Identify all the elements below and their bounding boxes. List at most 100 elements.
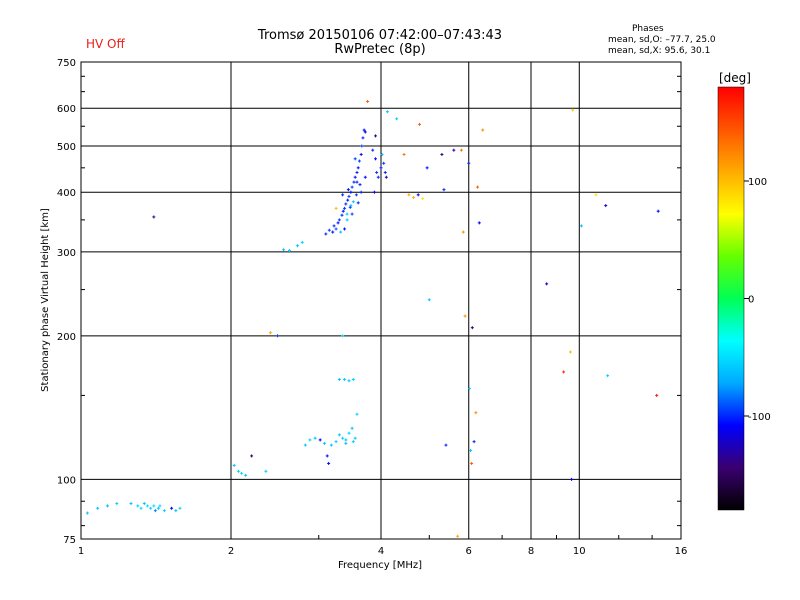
data-point <box>570 477 574 481</box>
data-point <box>264 469 268 473</box>
data-point <box>337 433 341 437</box>
x-tick-label: 2 <box>228 546 234 557</box>
data-point <box>327 461 331 465</box>
y-tick-label: 200 <box>57 332 76 343</box>
data-point <box>340 213 344 217</box>
data-point <box>444 443 448 447</box>
colorbar-ticks: 100 0 -100 <box>744 177 771 423</box>
data-point <box>341 334 345 338</box>
data-point <box>384 175 388 179</box>
data-point <box>374 134 378 138</box>
data-point <box>459 148 463 152</box>
data-point <box>287 248 291 252</box>
data-point <box>358 183 362 187</box>
chart-title-line1: Tromsø 20150106 07:42:00–07:43:43 <box>257 28 503 43</box>
data-point <box>363 130 367 134</box>
data-point <box>356 201 360 205</box>
data-point <box>456 534 460 538</box>
data-point <box>170 506 174 510</box>
data-point <box>337 377 341 381</box>
data-point <box>481 128 485 132</box>
phase-stats-title: Phases <box>632 24 664 34</box>
data-point <box>344 438 348 442</box>
data-point <box>344 441 348 445</box>
colorbar-tick-label: 100 <box>748 177 767 188</box>
data-point <box>347 194 351 198</box>
data-point <box>339 230 343 234</box>
data-point <box>334 227 338 231</box>
data-point <box>308 438 312 442</box>
data-point <box>142 502 146 506</box>
data-point <box>318 438 322 442</box>
grid-lines <box>81 62 681 539</box>
chart-title-line2: RwPretec (8p) <box>334 42 426 57</box>
colorbar-tick-label: 0 <box>748 295 754 306</box>
plot-frame <box>80 61 682 540</box>
x-tick-label: 16 <box>675 546 688 557</box>
data-point <box>416 193 420 197</box>
y-tick-label: 75 <box>63 535 76 546</box>
data-point <box>345 218 349 222</box>
data-point <box>334 440 338 444</box>
data-point <box>282 248 286 252</box>
data-point <box>331 230 335 234</box>
data-point <box>355 412 359 416</box>
hv-status-label: HV Off <box>86 37 125 51</box>
data-point <box>346 188 350 192</box>
data-point <box>152 504 156 508</box>
data-point <box>158 504 162 508</box>
data-point <box>371 148 375 152</box>
data-point <box>350 185 354 189</box>
y-tick-label: 750 <box>57 58 76 69</box>
data-point <box>156 506 160 510</box>
colorbar <box>717 86 745 511</box>
data-point <box>467 161 471 165</box>
data-point <box>440 152 444 156</box>
data-point <box>344 202 348 206</box>
data-point <box>348 205 352 209</box>
data-point <box>359 152 363 156</box>
data-point <box>472 440 476 444</box>
data-point <box>655 393 659 397</box>
data-point <box>380 152 384 156</box>
data-point <box>606 374 610 378</box>
data-point <box>425 166 429 170</box>
data-point <box>355 170 359 174</box>
data-point <box>351 377 355 381</box>
data-point <box>545 282 549 286</box>
data-point <box>579 224 583 228</box>
data-point <box>354 193 358 197</box>
data-point <box>353 157 357 161</box>
data-point <box>115 502 119 506</box>
data-point <box>355 180 359 184</box>
data-point <box>322 441 326 445</box>
data-point <box>343 377 347 381</box>
data-point <box>363 175 367 179</box>
x-axis-label: Frequency [MHz] <box>338 560 422 571</box>
y-tick-label: 300 <box>57 248 76 259</box>
data-point <box>362 128 366 132</box>
data-point <box>477 221 481 225</box>
data-point <box>407 193 411 197</box>
data-point <box>562 370 566 374</box>
data-point <box>136 504 140 508</box>
data-point <box>347 431 351 435</box>
data-point <box>329 443 333 447</box>
data-point <box>236 469 240 473</box>
data-point <box>379 166 383 170</box>
x-tick-label: 10 <box>573 546 586 557</box>
data-point <box>85 511 89 515</box>
data-point <box>418 122 422 126</box>
data-point <box>474 411 478 415</box>
data-point <box>327 228 331 232</box>
data-point <box>461 230 465 234</box>
data-point <box>463 314 467 318</box>
data-point <box>240 471 244 475</box>
data-point <box>353 175 357 179</box>
data-point <box>356 166 360 170</box>
data-point <box>341 193 345 197</box>
data-point <box>350 212 354 216</box>
data-point <box>470 326 474 330</box>
data-point <box>442 188 446 192</box>
